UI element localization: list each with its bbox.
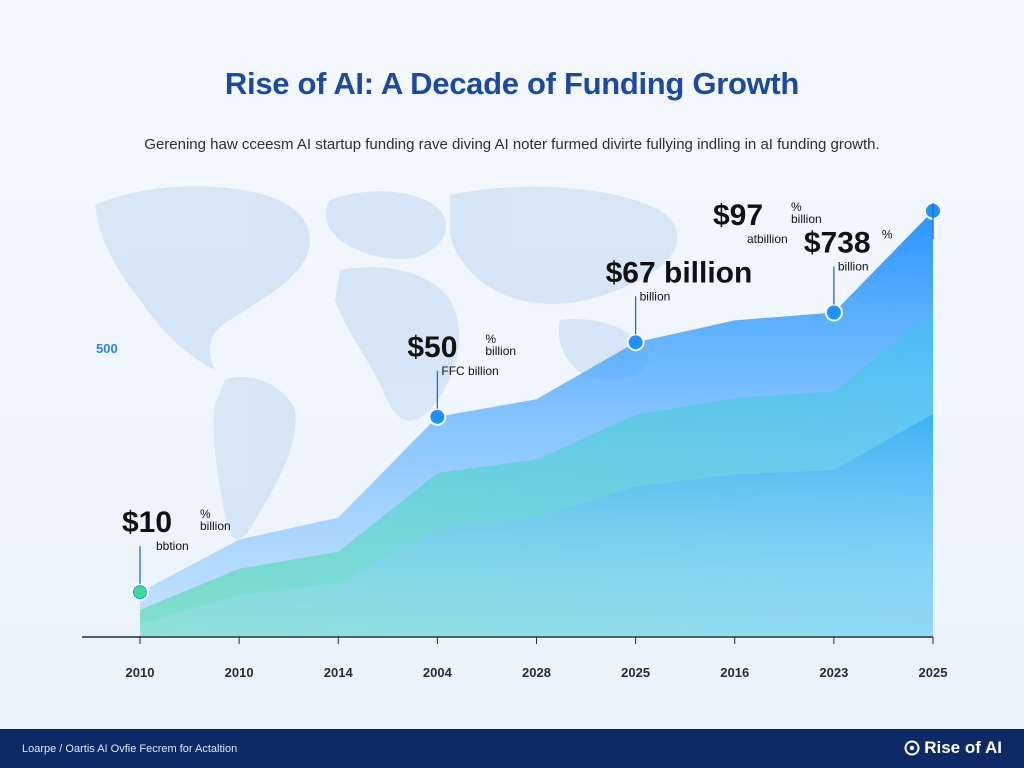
x-tick-label: 2025 (919, 665, 948, 680)
value-superscript: % (485, 332, 496, 346)
data-point (626, 333, 645, 352)
data-point (134, 586, 146, 599)
footer-bar: Loarpe / Oartis AI Ovfie Fecrem for Acta… (0, 729, 1024, 768)
value-unit: billion (791, 212, 822, 226)
side-value-label: 500 (96, 341, 118, 356)
data-point (824, 303, 843, 322)
value-note: bbtion (156, 539, 189, 553)
x-tick-label: 2004 (423, 665, 453, 680)
x-tick-label: 2014 (324, 665, 354, 680)
value-superscript: % (200, 507, 211, 521)
footer-brand: Rise of AI (904, 738, 1002, 758)
x-tick-label: 2016 (720, 665, 749, 680)
area-layers (140, 210, 933, 637)
value-unit: billion (200, 519, 231, 533)
value-superscript: % (791, 200, 802, 214)
value-note: billion (838, 260, 869, 274)
value-label: $67 billion (606, 256, 753, 289)
x-tick-label: 2028 (522, 665, 551, 680)
brand-logo-icon (904, 740, 920, 756)
chart-title: Rise of AI: A Decade of Funding Growth (224, 66, 800, 101)
data-point (428, 407, 447, 426)
value-superscript: % (882, 228, 893, 242)
value-unit: billion (485, 344, 516, 358)
world-map-decoration (95, 186, 678, 539)
x-tick-label: 2023 (819, 665, 848, 680)
area-front-layer (140, 414, 933, 636)
value-note: atbillion (747, 232, 788, 246)
value-note: billion (640, 289, 671, 303)
value-note: FFC billion (441, 364, 498, 378)
x-tick-labels: 2010 2010 2014 2004 2028 2025 2016 2023 2025 (126, 637, 948, 680)
chart-subtitle: Gerening haw cceesm AI startup funding r… (144, 136, 880, 153)
value-label: $738 (804, 227, 871, 260)
value-label: $97 (713, 199, 763, 232)
x-tick-label: 2010 (225, 665, 254, 680)
value-label: $50 (407, 331, 457, 364)
footer-source: Loarpe / Oartis AI Ovfie Fecrem for Acta… (22, 743, 238, 755)
funding-chart: 2010 2010 2014 2004 2028 2025 2016 2023 2025 $10… (82, 186, 948, 680)
x-tick-label: 2025 (621, 665, 650, 680)
x-tick-label: 2010 (126, 665, 155, 680)
brand-name: Rise of AI (924, 738, 1002, 757)
value-label: $10 (122, 506, 172, 539)
